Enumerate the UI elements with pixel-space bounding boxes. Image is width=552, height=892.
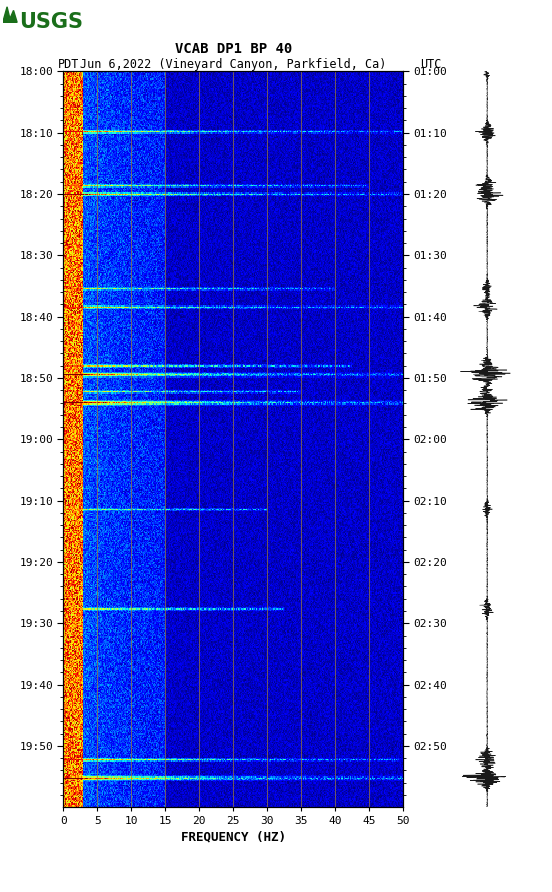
Text: VCAB DP1 BP 40: VCAB DP1 BP 40 (174, 42, 292, 56)
X-axis label: FREQUENCY (HZ): FREQUENCY (HZ) (181, 830, 286, 844)
Text: USGS: USGS (19, 12, 83, 32)
Text: UTC: UTC (420, 58, 441, 70)
Text: PDT: PDT (58, 58, 79, 70)
Polygon shape (3, 7, 17, 22)
Text: Jun 6,2022 (Vineyard Canyon, Parkfield, Ca): Jun 6,2022 (Vineyard Canyon, Parkfield, … (80, 58, 386, 70)
